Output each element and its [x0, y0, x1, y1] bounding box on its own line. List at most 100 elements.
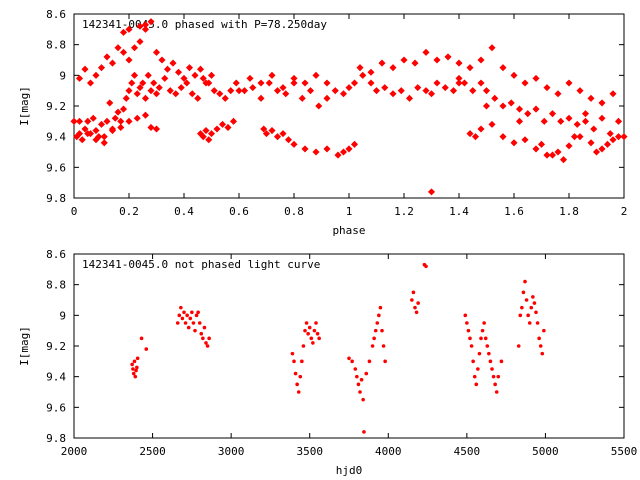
data-point [576, 87, 584, 95]
y-tick-label: 8.6 [46, 8, 66, 21]
data-point [483, 336, 488, 341]
data-point [135, 365, 139, 370]
data-point [592, 148, 601, 156]
data-point [75, 74, 84, 82]
data-point [136, 84, 144, 92]
y-tick-label: 8.8 [46, 39, 66, 52]
data-point [86, 79, 95, 87]
data-point [590, 125, 598, 133]
data-point [290, 79, 298, 87]
data-point [177, 84, 185, 92]
data-point [543, 84, 551, 92]
data-point [375, 321, 380, 325]
data-point [362, 430, 366, 434]
data-point [490, 367, 494, 371]
data-point [581, 117, 590, 125]
data-point [194, 94, 202, 102]
data-point [480, 328, 485, 333]
data-point [114, 108, 122, 116]
data-point [527, 321, 532, 325]
data-point [353, 367, 358, 371]
data-point [614, 117, 623, 125]
data-point [191, 321, 196, 325]
data-point [606, 130, 614, 138]
x-tick-label: 3500 [296, 445, 323, 458]
axis-ticks: 0 0.2 0.4 0.6 0.8 1 1.2 1.4 1.6 1.8 2 8.6 8.8 9 9.2 9.4… [46, 8, 627, 218]
data-point [161, 74, 169, 82]
y-tick-label: 9.2 [46, 100, 66, 113]
data-point [197, 321, 202, 325]
data-point [133, 374, 138, 379]
data-point [540, 351, 545, 356]
data-point [147, 123, 155, 132]
data-point [300, 359, 304, 364]
data-point [414, 84, 422, 92]
data-point [311, 341, 315, 345]
y-tick-label: 9.8 [46, 192, 66, 205]
data-point [133, 90, 141, 98]
data-point [309, 336, 314, 341]
data-point [323, 94, 331, 102]
data-point [180, 316, 185, 321]
data-point [144, 71, 152, 79]
data-point [175, 321, 180, 325]
data-point [193, 328, 197, 333]
data-point [540, 117, 548, 125]
data-point [290, 351, 295, 356]
data-point [97, 64, 106, 72]
data-point [312, 71, 320, 79]
x-tick-label: 1.4 [449, 205, 469, 218]
x-tick-label: 4500 [454, 445, 481, 458]
data-point [573, 120, 581, 128]
data-point [81, 65, 89, 73]
data-point [147, 18, 155, 26]
data-point [92, 71, 100, 79]
data-point [381, 344, 386, 348]
data-point [262, 130, 271, 138]
data-point [205, 344, 210, 348]
data-point [224, 123, 232, 132]
data-point [273, 133, 282, 141]
data-point [466, 130, 474, 138]
data-point [531, 295, 535, 299]
data-point [339, 90, 348, 98]
y-axis-label: I[mag] [18, 326, 31, 366]
data-point [381, 84, 389, 92]
data-point [141, 94, 150, 102]
x-axis-label: hjd0 [336, 464, 363, 477]
data-point [476, 367, 480, 371]
data-point [350, 140, 359, 148]
data-point [265, 79, 273, 87]
data-point [150, 79, 158, 87]
data-point [152, 90, 161, 98]
unphased-light-curve-panel: 142341-0045.0 not phased light curve hjd… [18, 248, 637, 477]
data-point [494, 390, 499, 394]
data-point [306, 331, 310, 336]
data-point [400, 56, 408, 64]
data-point [117, 117, 125, 125]
data-point [119, 105, 128, 113]
data-point [521, 136, 529, 144]
data-point [163, 65, 172, 73]
data-point [144, 347, 149, 351]
data-point [499, 102, 507, 110]
data-point [537, 140, 546, 148]
data-point [548, 110, 557, 118]
data-point [389, 64, 397, 72]
data-point [166, 87, 174, 95]
data-point [496, 374, 501, 379]
data-point [196, 310, 200, 315]
data-point [279, 130, 287, 138]
x-tick-label: 0.8 [284, 205, 304, 218]
data-point [548, 151, 557, 159]
data-point [543, 151, 551, 159]
data-point [183, 79, 191, 87]
data-point [117, 123, 125, 132]
data-point [158, 56, 166, 64]
data-point [257, 94, 265, 102]
data-point [130, 362, 134, 367]
data-point [312, 148, 320, 156]
data-point [301, 145, 309, 153]
data-point [100, 139, 108, 147]
data-point [296, 390, 301, 394]
